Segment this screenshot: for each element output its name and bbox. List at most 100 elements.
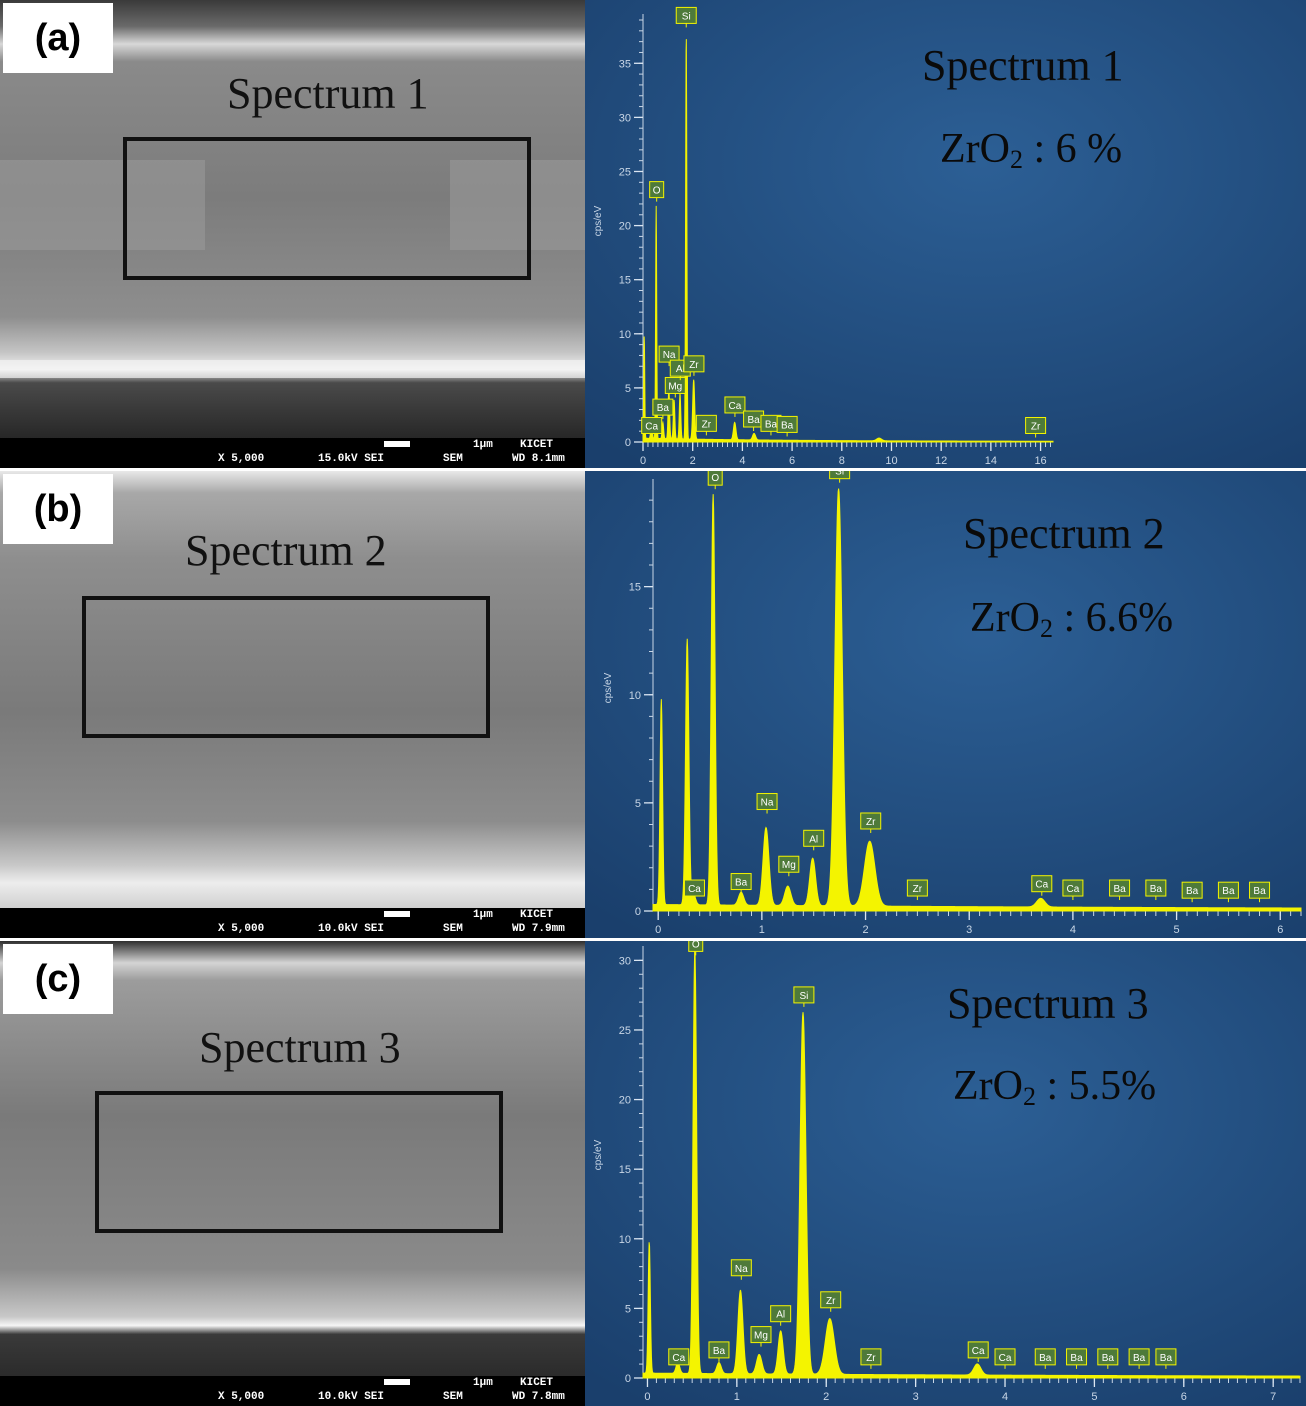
element-label-box: [793, 986, 815, 1004]
sem-databar-a: 1µm KICET X 5,000 15.0kV SEI SEM WD 8.1m…: [0, 438, 585, 468]
element-label-box: [750, 1326, 772, 1344]
element-label-box: [770, 1305, 792, 1323]
x-tick-label: 14: [985, 455, 997, 467]
element-label-box: [829, 471, 851, 480]
element-label-box: [860, 812, 882, 830]
sem-spectrum-label-a: Spectrum 1: [227, 69, 429, 118]
panel-label-c: (c): [3, 944, 113, 1014]
scale-bar-c: [384, 1379, 410, 1385]
sem-image-a: (a) Spectrum 1 1µm KICET X 5,000 15.0kV …: [0, 0, 585, 468]
roi-box-a: [123, 137, 531, 280]
x-tick-label: 1: [759, 924, 765, 936]
element-label-box: [649, 181, 665, 199]
sem-magnification-a: X 5,000: [218, 453, 265, 465]
sem-spectrum-label-b: Spectrum 2: [185, 526, 387, 575]
element-label: Mg: [668, 381, 682, 392]
element-label-box: [641, 417, 663, 435]
element-label: Ba: [1070, 1353, 1083, 1364]
element-label-box: [1128, 1348, 1150, 1366]
sem-mode-a: SEM: [443, 453, 463, 465]
element-label-box: [664, 376, 686, 394]
element-label-box: [707, 471, 723, 486]
element-label-box: [803, 829, 825, 847]
element-label-box: [860, 1348, 882, 1366]
eds-title-a: Spectrum 1: [922, 41, 1124, 90]
sem-scale-c: 1µm: [473, 1377, 493, 1389]
eds-title-c: Spectrum 3: [947, 979, 1149, 1028]
element-label: Ca: [688, 884, 701, 895]
element-label: O: [711, 473, 719, 484]
x-tick-label: 7: [1270, 1391, 1276, 1403]
sem-magnification-b: X 5,000: [218, 923, 265, 935]
element-label-box: [1097, 1348, 1119, 1366]
element-label: Ba: [735, 878, 748, 889]
sem-image-b: (b) Spectrum 2 1µm KICET X 5,000 10.0kV …: [0, 471, 585, 938]
element-label: Ba: [1160, 1353, 1173, 1364]
element-label-box: [1062, 879, 1084, 897]
zro2-content-b: ZrO2 : 6.6%: [970, 594, 1173, 644]
element-label: Zr: [702, 419, 712, 430]
element-label: Zr: [826, 1296, 836, 1307]
spectrum-curve: [652, 488, 1302, 912]
divider-bc: [0, 938, 1306, 941]
element-label: Ba: [1039, 1353, 1052, 1364]
element-label: O: [653, 186, 661, 197]
y-tick-label: 10: [619, 1234, 631, 1246]
eds-spectrum-chart-a: 0 5 10 15 20 25 30 35 0 2 4 6 8 10 12 14 16 cps/eV Ca O Ba Na…: [585, 0, 1306, 468]
eds-panel-a: 0 5 10 15 20 25 30 35 0 2 4 6 8 10 12 14 16 cps/eV Ca O Ba Na…: [585, 0, 1306, 468]
sem-magnification-c: X 5,000: [218, 1391, 265, 1403]
scale-bar-b: [384, 911, 410, 917]
element-label: Na: [663, 350, 676, 361]
element-label: Ba: [1133, 1353, 1146, 1364]
y-tick-label: 10: [629, 690, 641, 702]
scale-bar-a: [384, 441, 410, 447]
plot-background: [585, 0, 1306, 468]
roi-box-b: [82, 596, 490, 738]
y-tick-label: 25: [619, 1025, 631, 1037]
sem-scale-a: 1µm: [473, 439, 493, 451]
y-tick-label: 5: [625, 1303, 631, 1315]
element-label: Na: [735, 1264, 748, 1275]
sem-wd-b: WD 7.9mm: [512, 923, 565, 935]
element-label: Ba: [1253, 886, 1266, 897]
y-tick-label: 15: [619, 275, 631, 287]
element-label: Ba: [1102, 1353, 1115, 1364]
element-label: Zr: [866, 1353, 876, 1364]
eds-panel-b: 0 5 10 15 0 1 2 3 4 5 6 cps/eV O Si Na Al Zr Mg Ca Ba Zr Ca Ca…: [585, 471, 1306, 938]
x-tick-label: 2: [690, 455, 696, 467]
x-tick-label: 3: [913, 1391, 919, 1403]
zro2-subscript-a: 2: [1009, 145, 1023, 174]
y-tick-label: 0: [625, 437, 631, 449]
y-tick-label: 35: [619, 58, 631, 70]
y-tick-label: 25: [619, 166, 631, 178]
y-tick-label: 10: [619, 329, 631, 341]
zro2-value-c: : 5.5%: [1035, 1063, 1157, 1109]
element-label-box: [730, 1259, 752, 1277]
element-label: Al: [809, 834, 818, 845]
element-label-box: [820, 1291, 842, 1309]
element-label-box: [778, 855, 800, 873]
element-label-box: [724, 396, 746, 414]
spectrum-curve: [642, 39, 1054, 443]
element-label: Ca: [1035, 880, 1048, 891]
x-tick-label: 6: [1181, 1391, 1187, 1403]
element-label-box: [675, 6, 697, 24]
x-tick-label: 8: [839, 455, 845, 467]
element-label-box: [1181, 881, 1203, 899]
plot-background: [585, 941, 1306, 1406]
element-label: Ba: [1150, 884, 1163, 895]
element-label: Mg: [754, 1331, 768, 1342]
x-tick-label: 5: [1174, 924, 1180, 936]
x-tick-label: 0: [644, 1391, 650, 1403]
element-label-box: [658, 345, 680, 363]
x-tick-label: 6: [1277, 924, 1283, 936]
x-tick-label: 4: [1002, 1391, 1008, 1403]
panel-label-b: (b): [3, 474, 113, 544]
sem-databar-b: 1µm KICET X 5,000 10.0kV SEI SEM WD 7.9m…: [0, 908, 585, 938]
element-label: Zr: [913, 884, 923, 895]
y-tick-label: 20: [619, 1095, 631, 1107]
eds-spectrum-chart-b: 0 5 10 15 0 1 2 3 4 5 6 cps/eV O Si Na Al Zr Mg Ca Ba Zr Ca Ca…: [585, 471, 1306, 938]
element-label-box: [1217, 881, 1239, 899]
zro2-subscript-c: 2: [1022, 1082, 1036, 1111]
sem-voltage-b: 10.0kV SEI: [318, 923, 385, 935]
